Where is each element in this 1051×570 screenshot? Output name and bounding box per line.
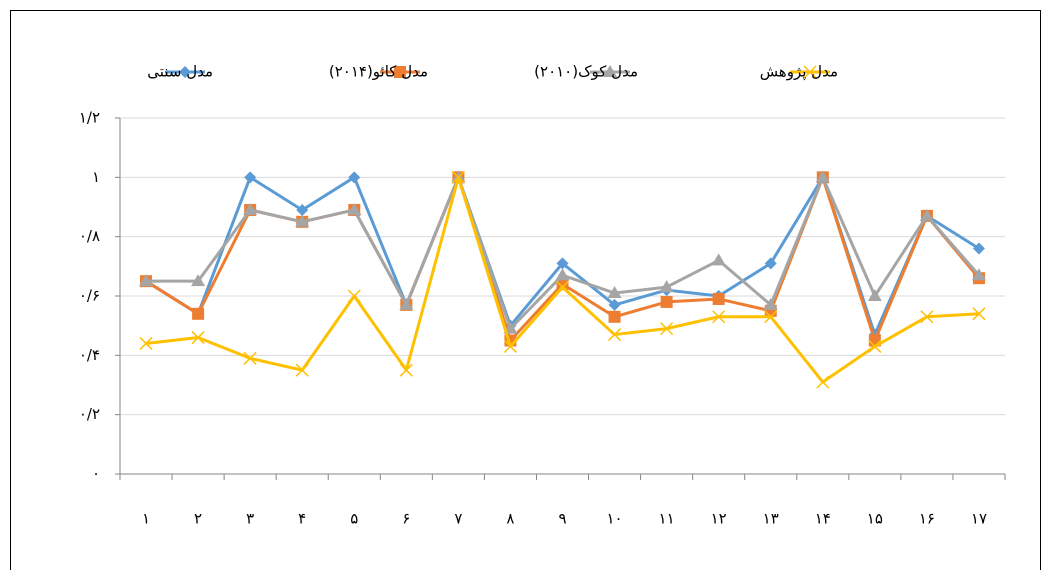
marker xyxy=(179,66,191,78)
legend-item: مدل سنتی xyxy=(147,63,213,81)
legend-label: مدل سنتی xyxy=(147,63,213,81)
legend-label: مدل پژوهش xyxy=(760,63,838,82)
x-tick-label: ۱۴ xyxy=(815,510,831,528)
marker xyxy=(815,170,830,183)
x-tick-label: ۶ xyxy=(402,510,410,528)
x-tick-label: ۹ xyxy=(558,510,566,528)
marker xyxy=(295,363,309,377)
x-tick-label: ۱ xyxy=(142,510,150,528)
marker xyxy=(243,202,258,215)
marker xyxy=(763,297,778,310)
marker xyxy=(394,66,406,78)
y-tick-label: ۰ xyxy=(92,465,100,483)
x-tick-label: ۱۰ xyxy=(606,510,622,528)
marker xyxy=(608,298,621,311)
marker xyxy=(920,310,934,324)
marker xyxy=(803,65,817,79)
marker xyxy=(607,286,622,299)
marker xyxy=(816,375,830,389)
marker xyxy=(972,242,985,255)
marker xyxy=(399,297,414,310)
marker xyxy=(348,171,361,184)
marker xyxy=(919,208,934,221)
marker xyxy=(608,310,621,323)
marker xyxy=(243,351,257,365)
x-tick-label: ۲ xyxy=(194,510,202,528)
marker xyxy=(191,274,206,287)
marker xyxy=(711,253,726,266)
marker xyxy=(764,310,778,324)
y-tick-label: ۱ xyxy=(92,168,100,186)
marker xyxy=(555,280,570,294)
marker xyxy=(191,331,205,345)
marker xyxy=(971,268,986,281)
x-tick-label: ۱۳ xyxy=(763,510,779,528)
x-tick-label: ۱۵ xyxy=(867,510,883,528)
marker xyxy=(603,65,617,77)
marker xyxy=(347,289,361,303)
x-tick-label: ۵ xyxy=(350,510,358,528)
y-tick-label: ۰/۴ xyxy=(79,346,100,364)
x-tick-label: ۷ xyxy=(454,510,462,528)
legend-label: مدل کوک(۲۰۱۰) xyxy=(534,63,638,81)
marker xyxy=(192,307,205,320)
marker xyxy=(556,257,569,270)
marker xyxy=(867,289,882,301)
y-tick-label: ۱/۲ xyxy=(79,109,100,127)
marker xyxy=(972,307,986,321)
x-tick-label: ۱۷ xyxy=(971,510,987,528)
marker xyxy=(295,214,310,227)
marker xyxy=(660,295,673,308)
marker xyxy=(244,171,257,184)
marker xyxy=(555,268,570,281)
marker xyxy=(660,322,674,336)
marker xyxy=(556,278,569,291)
marker xyxy=(296,203,309,216)
legend-item: مدل پژوهش xyxy=(760,63,838,82)
marker xyxy=(139,336,153,350)
legend-item: مدل کوک(۲۰۱۰) xyxy=(534,63,638,81)
marker xyxy=(139,274,154,287)
marker xyxy=(712,310,726,324)
y-tick-label: ۰/۲ xyxy=(79,405,100,423)
marker xyxy=(764,257,777,270)
marker xyxy=(659,280,674,293)
x-tick-label: ۱۲ xyxy=(711,510,727,528)
marker xyxy=(347,202,362,215)
x-tick-label: ۱۶ xyxy=(919,510,935,528)
marker xyxy=(712,292,725,305)
y-tick-label: ۰/۸ xyxy=(79,227,100,245)
x-tick-label: ۴ xyxy=(298,510,306,528)
marker xyxy=(451,170,465,184)
x-tick-label: ۸ xyxy=(506,510,514,528)
y-tick-label: ۰/۶ xyxy=(79,287,100,305)
chart-frame xyxy=(10,10,1041,570)
marker xyxy=(868,339,882,353)
x-tick-label: ۱۱ xyxy=(659,510,675,528)
legend-label: مدل کائو(۲۰۱۴) xyxy=(329,63,428,81)
marker xyxy=(608,328,622,342)
legend-item: مدل کائو(۲۰۱۴) xyxy=(329,63,428,81)
marker xyxy=(399,363,413,377)
marker xyxy=(503,339,517,353)
x-tick-label: ۳ xyxy=(246,510,254,528)
